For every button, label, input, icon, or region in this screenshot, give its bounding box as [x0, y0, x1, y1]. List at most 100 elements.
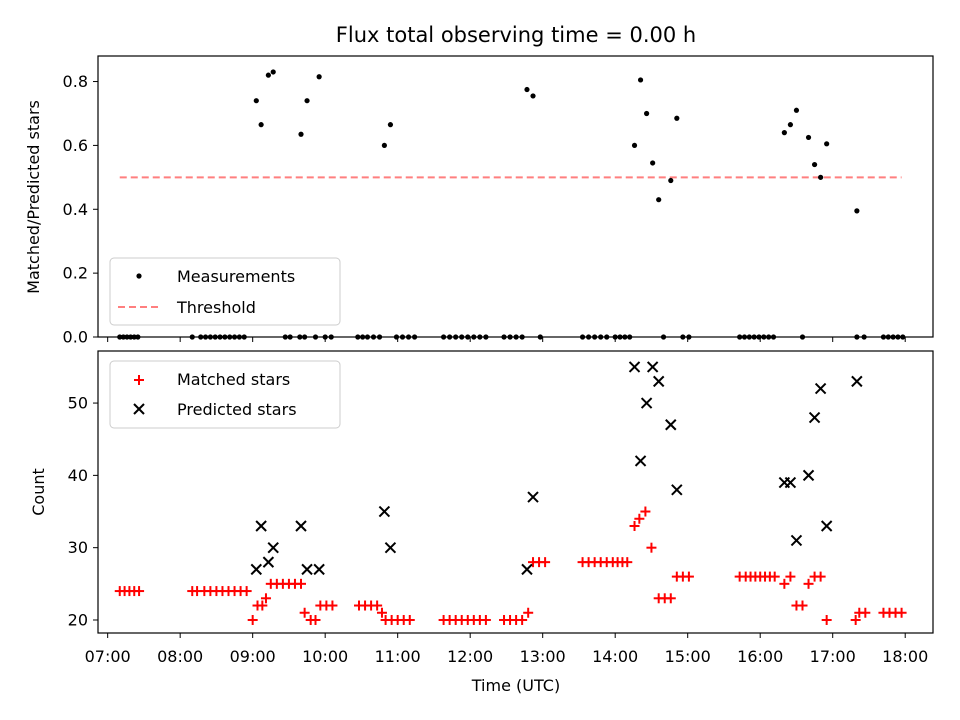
x-tick-label: 11:00 — [375, 647, 421, 666]
x-tick-label: 07:00 — [85, 647, 131, 666]
bottom-y-axis-label: Count — [29, 468, 48, 516]
matched-star-point — [523, 607, 534, 618]
bottom-y-tick-label: 20 — [68, 610, 88, 629]
predicted-star-point — [295, 520, 307, 532]
matched-star-point — [241, 586, 252, 597]
measurement-point — [854, 208, 860, 214]
measurement-point — [668, 177, 674, 184]
bottom-panel: 20 30 40 50 07:00 08:00 09:00 10:00 11:00 12:00 1… — [29, 350, 934, 695]
matched-star-point — [779, 578, 790, 589]
matched-star-point — [860, 607, 871, 618]
x-tick-label: 10:00 — [302, 647, 348, 666]
legend-predicted-marker — [133, 403, 145, 415]
predicted-star-point — [384, 541, 397, 554]
measurement-point — [304, 98, 310, 104]
top-y-tick-label: 0.0 — [63, 328, 88, 347]
measurement-point — [387, 122, 394, 128]
x-axis-label: Time (UTC) — [471, 676, 560, 695]
matched-star-point — [310, 614, 321, 625]
top-chart-title: Flux total observing time = 0.00 h — [336, 23, 696, 47]
predicted-star-point — [671, 484, 683, 496]
measurement-point — [644, 110, 650, 117]
matched-star-point — [850, 614, 861, 625]
predicted-star-point — [784, 476, 797, 489]
matched-star-point — [517, 614, 528, 625]
bottom-y-tick-label: 30 — [68, 538, 88, 557]
top-x-ticks — [107, 337, 906, 342]
predicted-star-point — [255, 520, 267, 532]
measurement-point — [631, 142, 638, 149]
x-tick-label: 09:00 — [230, 647, 276, 666]
matched-star-point — [327, 600, 338, 611]
predicted-star-point — [802, 469, 815, 482]
predicted-star-point — [267, 541, 279, 554]
x-tick-label: 13:00 — [520, 647, 566, 666]
measurement-point — [258, 122, 264, 128]
predicted-star-point — [640, 397, 653, 409]
measurement-point — [656, 197, 662, 203]
measurement-point — [253, 98, 259, 104]
matched-star-point — [634, 513, 645, 524]
measurement-point — [793, 107, 800, 113]
legend-threshold-label: Threshold — [176, 298, 256, 317]
predicted-star-point — [521, 563, 533, 576]
matched-star-point — [665, 593, 676, 604]
x-tick-label: 12:00 — [447, 647, 493, 666]
bottom-x-ticks: 07:00 08:00 09:00 10:00 11:00 12:00 13:00 14:00… — [85, 633, 928, 666]
top-legend: Measurements Threshold — [109, 257, 341, 326]
matched-star-point — [260, 593, 271, 604]
predicted-star-point — [301, 563, 313, 576]
top-y-ticks: 0.0 0.2 0.4 0.6 0.8 — [63, 72, 98, 347]
bottom-y-tick-label: 40 — [68, 466, 88, 485]
measurement-point — [298, 131, 304, 137]
legend-matched-label: Matched stars — [177, 370, 290, 389]
matched-star-point — [803, 578, 814, 589]
top-y-tick-label: 0.8 — [63, 72, 88, 91]
top-axes-frame — [97, 55, 934, 338]
matched-star-point — [646, 542, 657, 553]
predicted-star-point — [262, 556, 275, 568]
predicted-star-point — [814, 382, 827, 395]
matched-star-point — [296, 578, 307, 589]
matched-star-point — [480, 614, 491, 625]
measurement-point — [530, 93, 536, 99]
measurement-point — [674, 115, 680, 121]
matched-star-point — [815, 571, 826, 582]
matched-star-point — [640, 506, 651, 517]
legend-predicted-label: Predicted stars — [177, 400, 297, 419]
matched-star-point — [896, 607, 907, 618]
matched-star-point — [372, 600, 383, 611]
measurement-point — [787, 122, 794, 128]
predicted-star-point — [527, 491, 539, 503]
predicted-star-point — [808, 411, 821, 424]
measurement-point — [381, 142, 387, 149]
top-y-tick-label: 0.4 — [63, 200, 88, 219]
measurement-point — [524, 86, 530, 93]
matched-star-point — [785, 571, 796, 582]
matched-star-point — [134, 586, 145, 597]
measurement-point — [781, 130, 787, 136]
predicted-star-point — [646, 361, 659, 373]
measurement-point — [650, 160, 656, 166]
measurement-point — [811, 161, 818, 168]
predicted-star-point — [851, 375, 863, 388]
matched-star-point — [683, 571, 694, 582]
matched-star-point — [299, 607, 310, 618]
matched-star-point — [797, 600, 808, 611]
measurement-point — [818, 174, 824, 180]
bottom-legend-box — [109, 360, 341, 429]
predicted-star-point — [628, 361, 641, 373]
x-tick-label: 08:00 — [157, 647, 203, 666]
predicted-star-point — [378, 505, 391, 518]
predicted-star-point — [634, 455, 647, 467]
predicted-star-point — [665, 419, 677, 431]
legend-measurements-marker — [136, 273, 142, 279]
matched-star-point — [257, 600, 268, 611]
predicted-star-point — [313, 563, 325, 576]
top-legend-box — [109, 257, 341, 326]
measurement-point — [637, 77, 644, 83]
matched-star-point — [540, 557, 551, 568]
top-y-tick-label: 0.2 — [63, 264, 88, 283]
